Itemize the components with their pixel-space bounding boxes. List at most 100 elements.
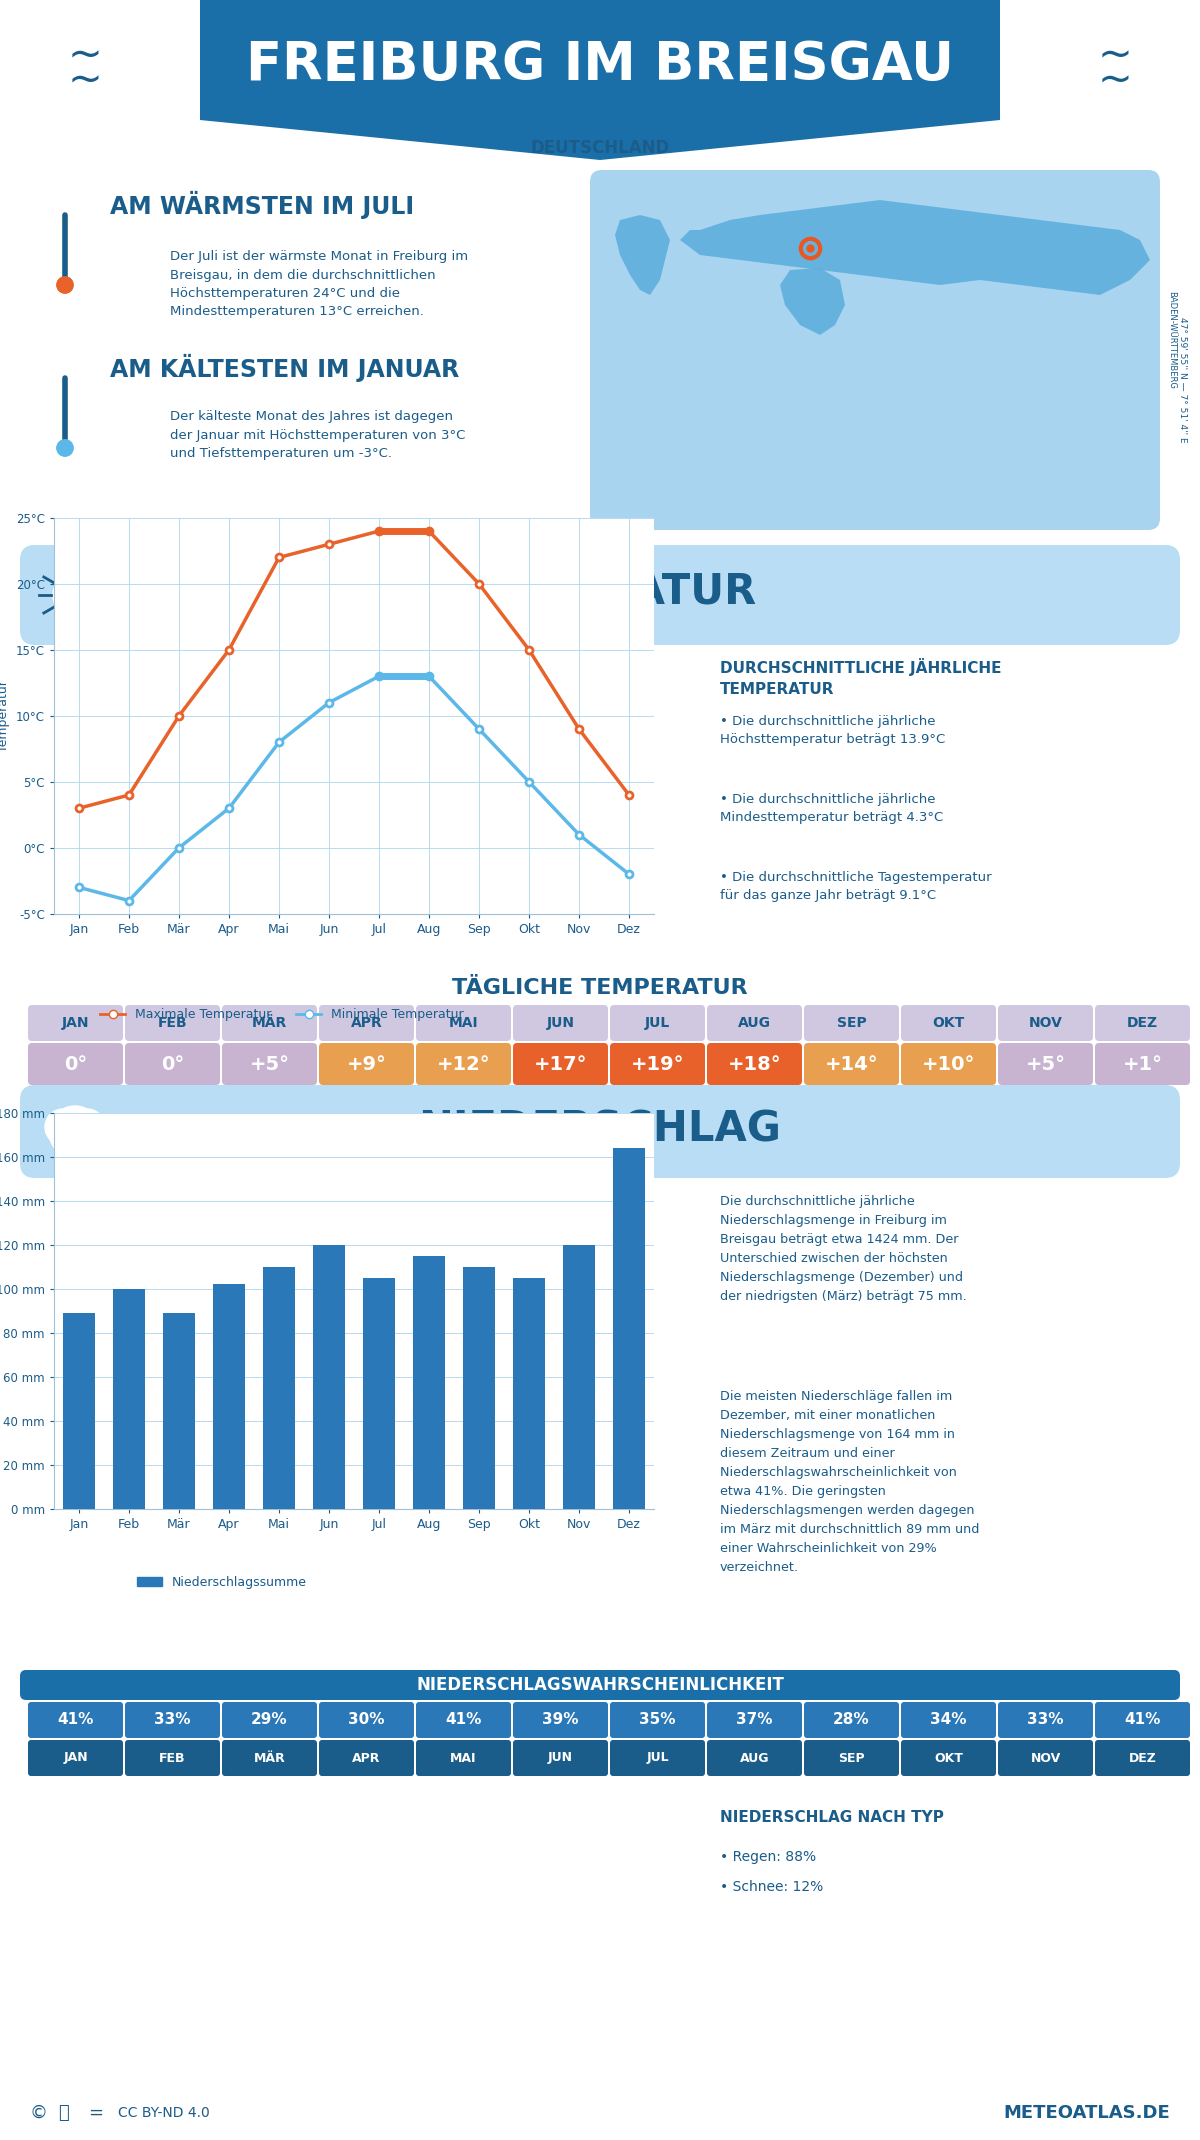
Circle shape <box>58 441 73 456</box>
Polygon shape <box>680 199 1150 295</box>
Text: 41%: 41% <box>445 1712 481 1727</box>
FancyBboxPatch shape <box>125 1740 220 1776</box>
Text: MÄR: MÄR <box>252 1016 287 1029</box>
Circle shape <box>58 276 73 293</box>
FancyBboxPatch shape <box>514 1006 608 1040</box>
FancyBboxPatch shape <box>1096 1006 1190 1040</box>
Text: +14°: +14° <box>824 1055 878 1074</box>
Text: ©: © <box>30 2104 48 2123</box>
FancyBboxPatch shape <box>998 1042 1093 1085</box>
FancyBboxPatch shape <box>707 1701 802 1738</box>
Text: TÄGLICHE TEMPERATUR: TÄGLICHE TEMPERATUR <box>452 978 748 997</box>
FancyBboxPatch shape <box>901 1042 996 1085</box>
FancyBboxPatch shape <box>610 1006 706 1040</box>
FancyBboxPatch shape <box>416 1740 511 1776</box>
FancyBboxPatch shape <box>998 1006 1093 1040</box>
Text: =: = <box>88 2104 103 2123</box>
Text: 29%: 29% <box>251 1712 288 1727</box>
Circle shape <box>58 441 73 456</box>
Bar <box>212 1284 245 1509</box>
Text: JUL: JUL <box>644 1016 670 1029</box>
FancyBboxPatch shape <box>20 1085 1180 1177</box>
Text: MÄR: MÄR <box>253 1751 286 1766</box>
Text: ~: ~ <box>1098 34 1133 77</box>
Text: ~: ~ <box>67 60 102 101</box>
Text: FREIBURG IM BREISGAU: FREIBURG IM BREISGAU <box>246 39 954 92</box>
Text: Die durchschnittliche jährliche
Niederschlagsmenge in Freiburg im
Breisgau beträ: Die durchschnittliche jährliche Niedersc… <box>720 1194 967 1303</box>
Circle shape <box>61 580 89 610</box>
Text: • Die durchschnittliche jährliche
Höchsttemperatur beträgt 13.9°C: • Die durchschnittliche jährliche Höchst… <box>720 715 946 747</box>
Text: FEB: FEB <box>157 1016 187 1029</box>
Text: 0°: 0° <box>64 1055 88 1074</box>
Legend: Niederschlagssumme: Niederschlagssumme <box>132 1571 312 1594</box>
FancyBboxPatch shape <box>319 1042 414 1085</box>
Text: Der kälteste Monat des Jahres ist dagegen
der Januar mit Höchsttemperaturen von : Der kälteste Monat des Jahres ist dagege… <box>170 411 466 460</box>
Polygon shape <box>780 268 845 336</box>
Bar <box>613 1147 646 1509</box>
Text: DEZ: DEZ <box>1127 1016 1158 1029</box>
FancyBboxPatch shape <box>804 1006 899 1040</box>
FancyBboxPatch shape <box>416 1006 511 1040</box>
Text: Der Juli ist der wärmste Monat in Freiburg im
Breisgau, in dem die durchschnittl: Der Juli ist der wärmste Monat in Freibu… <box>170 250 468 319</box>
Text: +5°: +5° <box>250 1055 289 1074</box>
FancyBboxPatch shape <box>20 1669 1180 1699</box>
Text: DEZ: DEZ <box>1128 1751 1157 1766</box>
FancyBboxPatch shape <box>901 1701 996 1738</box>
Text: 47° 59' 55'' N — 7° 51' 4'' E: 47° 59' 55'' N — 7° 51' 4'' E <box>1177 317 1187 443</box>
Text: 30%: 30% <box>348 1712 385 1727</box>
Text: APR: APR <box>350 1016 383 1029</box>
Bar <box>313 1245 346 1509</box>
FancyBboxPatch shape <box>222 1006 317 1040</box>
Text: NOV: NOV <box>1028 1016 1062 1029</box>
Polygon shape <box>200 120 1000 160</box>
FancyBboxPatch shape <box>28 1701 124 1738</box>
Text: +1°: +1° <box>1122 1055 1163 1074</box>
Bar <box>263 1267 295 1509</box>
Legend: Maximale Temperatur, Minimale Temperatur: Maximale Temperatur, Minimale Temperatur <box>95 1004 469 1027</box>
Text: • Schnee: 12%: • Schnee: 12% <box>720 1881 823 1894</box>
Text: AM KÄLTESTEN IM JANUAR: AM KÄLTESTEN IM JANUAR <box>110 353 460 383</box>
Circle shape <box>70 1109 106 1145</box>
Text: Die meisten Niederschläge fallen im
Dezember, mit einer monatlichen
Niederschlag: Die meisten Niederschläge fallen im Deze… <box>720 1391 979 1575</box>
FancyBboxPatch shape <box>514 1701 608 1738</box>
FancyBboxPatch shape <box>125 1006 220 1040</box>
Text: NIEDERSCHLAG NACH TYP: NIEDERSCHLAG NACH TYP <box>720 1810 944 1825</box>
Text: METEOATLAS.DE: METEOATLAS.DE <box>1003 2104 1170 2123</box>
FancyBboxPatch shape <box>514 1740 608 1776</box>
Text: +17°: +17° <box>534 1055 587 1074</box>
FancyBboxPatch shape <box>804 1740 899 1776</box>
Bar <box>200 0 1000 120</box>
Circle shape <box>49 1106 101 1158</box>
Text: 0°: 0° <box>161 1055 184 1074</box>
Text: NIEDERSCHLAG: NIEDERSCHLAG <box>419 1109 781 1151</box>
Text: 41%: 41% <box>58 1712 94 1727</box>
Circle shape <box>46 1109 82 1145</box>
Text: +19°: +19° <box>631 1055 684 1074</box>
Circle shape <box>46 565 106 625</box>
Text: JAN: JAN <box>64 1751 88 1766</box>
Bar <box>512 1278 545 1509</box>
Text: +9°: +9° <box>347 1055 386 1074</box>
Text: 33%: 33% <box>155 1712 191 1727</box>
Text: ~: ~ <box>67 34 102 77</box>
FancyBboxPatch shape <box>998 1740 1093 1776</box>
Text: MAI: MAI <box>449 1016 479 1029</box>
Text: CC BY-ND 4.0: CC BY-ND 4.0 <box>118 2106 210 2121</box>
FancyBboxPatch shape <box>610 1701 706 1738</box>
Text: NOV: NOV <box>1031 1751 1061 1766</box>
Bar <box>49 1117 101 1136</box>
Text: SEP: SEP <box>838 1751 865 1766</box>
Text: FEB: FEB <box>160 1751 186 1766</box>
Text: 33%: 33% <box>1027 1712 1063 1727</box>
Bar <box>62 1314 95 1509</box>
FancyBboxPatch shape <box>610 1042 706 1085</box>
Text: APR: APR <box>353 1751 380 1766</box>
Text: OKT: OKT <box>934 1751 962 1766</box>
FancyBboxPatch shape <box>590 169 1160 531</box>
FancyBboxPatch shape <box>707 1740 802 1776</box>
Y-axis label: Temperatur: Temperatur <box>0 681 11 751</box>
FancyBboxPatch shape <box>125 1701 220 1738</box>
FancyBboxPatch shape <box>125 1042 220 1085</box>
Text: AUG: AUG <box>739 1751 769 1766</box>
Text: 37%: 37% <box>737 1712 773 1727</box>
